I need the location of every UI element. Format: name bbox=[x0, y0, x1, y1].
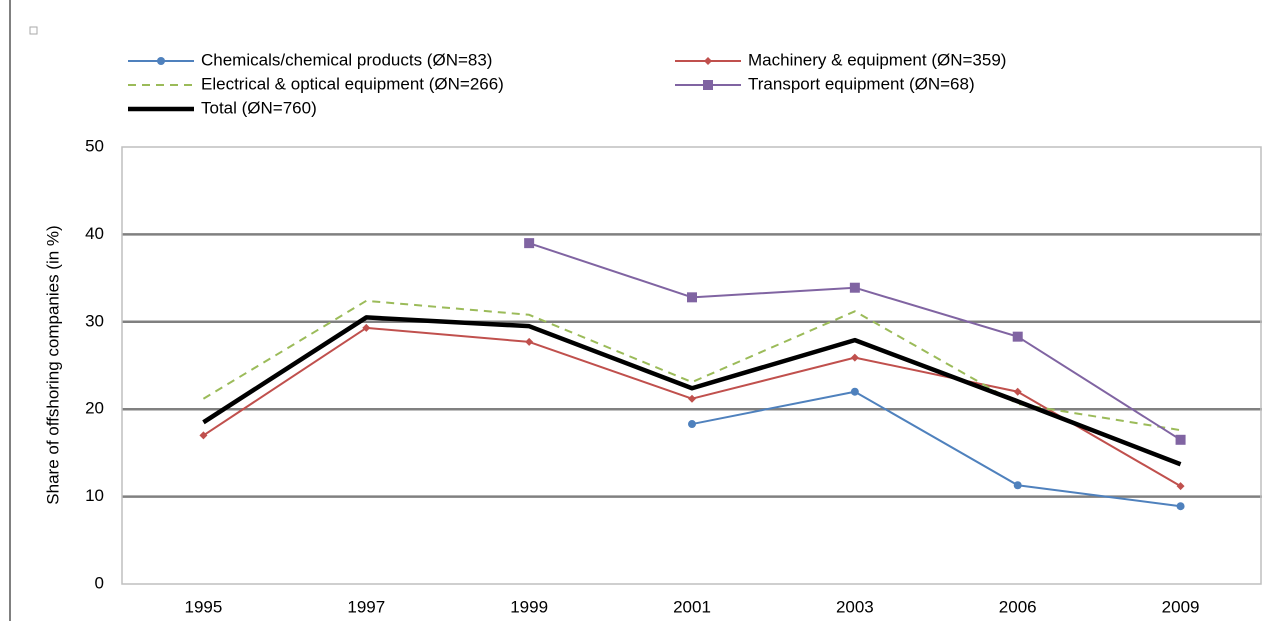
point bbox=[687, 292, 697, 303]
icon bbox=[29, 26, 38, 35]
legend-label: Total (ØN=760) bbox=[201, 98, 317, 117]
x-tick-label: 1997 bbox=[347, 597, 385, 616]
series-line bbox=[202, 315, 1182, 467]
x-tick-label: 2009 bbox=[1162, 597, 1200, 616]
legend-label: Electrical & optical equipment (ØN=266) bbox=[201, 74, 504, 93]
x-tick-label: 1999 bbox=[510, 597, 548, 616]
x-tick-label: 2006 bbox=[999, 597, 1037, 616]
point bbox=[199, 431, 208, 440]
legend-marker bbox=[704, 57, 712, 65]
y-tick-label: 40 bbox=[85, 224, 104, 243]
y-tick-label: 50 bbox=[85, 136, 104, 155]
point bbox=[362, 323, 371, 332]
y-tick-label: 0 bbox=[95, 573, 104, 592]
legend-label: Transport equipment (ØN=68) bbox=[748, 74, 975, 93]
point bbox=[1012, 331, 1023, 342]
legend-marker bbox=[157, 57, 165, 65]
point bbox=[850, 353, 859, 362]
legend-marker bbox=[703, 80, 713, 90]
legend-label: Chemicals/chemical products (ØN=83) bbox=[201, 50, 492, 69]
y-tick-label: 20 bbox=[85, 399, 104, 418]
point bbox=[688, 394, 696, 403]
legend-label: Machinery & equipment (ØN=359) bbox=[748, 50, 1006, 69]
plot-border bbox=[121, 146, 1262, 585]
point bbox=[1176, 482, 1185, 491]
series-line bbox=[202, 299, 1181, 432]
x-tick-label: 1995 bbox=[185, 597, 223, 616]
point bbox=[525, 337, 534, 346]
y-tick-label: 30 bbox=[85, 311, 104, 330]
series-line bbox=[691, 390, 1181, 508]
point bbox=[1013, 481, 1022, 490]
x-tick-label: 2001 bbox=[673, 597, 711, 616]
point bbox=[850, 387, 859, 396]
y-axis-label: Share of offshoring companies (in %) bbox=[43, 225, 62, 504]
point bbox=[1175, 434, 1186, 445]
point bbox=[688, 420, 696, 429]
point bbox=[849, 282, 860, 293]
point bbox=[1013, 387, 1022, 396]
point bbox=[524, 238, 535, 249]
point bbox=[1176, 502, 1185, 511]
x-tick-label: 2003 bbox=[836, 597, 874, 616]
y-tick-label: 10 bbox=[85, 486, 104, 505]
